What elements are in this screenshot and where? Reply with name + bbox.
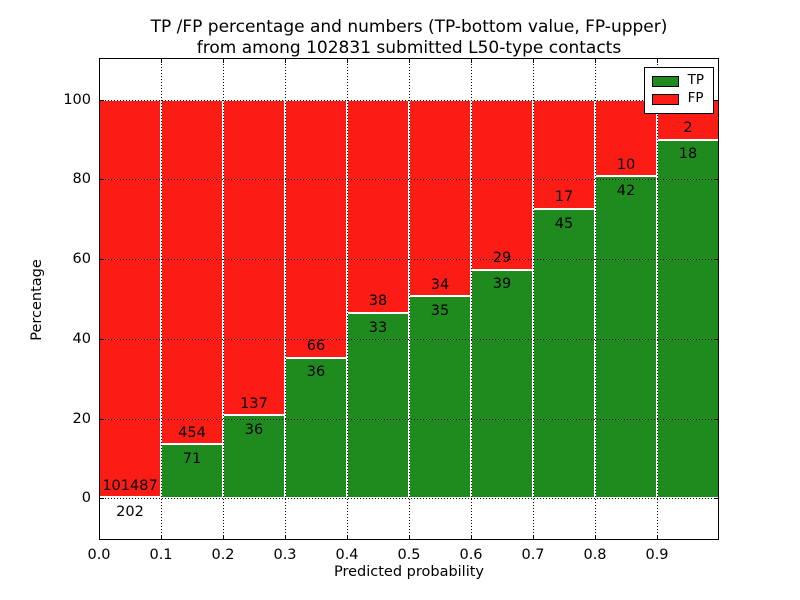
y-tick-mark — [714, 99, 719, 101]
x-tick-mark — [223, 58, 224, 63]
x-tick-label: 0.4 — [335, 547, 359, 563]
y-tick-label: 100 — [63, 91, 91, 108]
grid-line-vertical — [656, 58, 658, 540]
chart-title-line1: TP /FP percentage and numbers (TP-bottom… — [150, 17, 668, 37]
bar-segment-tp — [409, 296, 471, 499]
x-tick-mark — [99, 535, 100, 540]
x-tick-mark — [99, 58, 100, 63]
y-tick-mark — [99, 99, 104, 101]
bar-segment-tp — [595, 176, 657, 499]
grid-line-vertical — [222, 58, 224, 540]
bar-segment-fp — [285, 99, 347, 358]
bar-segment-tp — [223, 415, 285, 499]
grid-line-vertical — [532, 58, 534, 540]
x-tick-label: 0.2 — [211, 547, 235, 563]
x-tick-mark — [409, 58, 410, 63]
x-tick-mark — [409, 535, 410, 540]
bar-segment-tp — [657, 139, 719, 499]
x-tick-mark — [285, 535, 286, 540]
x-tick-mark — [347, 535, 348, 540]
x-tick-label: 0.5 — [397, 547, 421, 563]
bar-segment-tp — [347, 313, 409, 499]
legend-label-tp: TP — [687, 72, 704, 89]
x-tick-label: 0.7 — [521, 547, 545, 563]
bar-segment-fp — [409, 99, 471, 297]
x-tick-mark — [657, 58, 658, 63]
y-tick-mark — [99, 338, 104, 340]
x-tick-mark — [471, 58, 472, 63]
grid-line-vertical — [160, 58, 162, 540]
x-tick-label: 0.6 — [459, 547, 483, 563]
grid-line-vertical — [346, 58, 348, 540]
chart-title-line2: from among 102831 submitted L50-type con… — [196, 38, 622, 58]
y-tick-label: 40 — [72, 330, 91, 347]
legend: TP FP — [643, 67, 714, 114]
grid-line-vertical — [594, 58, 596, 540]
x-tick-mark — [471, 535, 472, 540]
x-tick-mark — [285, 58, 286, 63]
y-tick-label: 20 — [72, 410, 91, 427]
y-tick-mark — [99, 498, 104, 500]
y-tick-mark — [714, 338, 719, 340]
bar-segment-fp — [161, 99, 223, 445]
x-tick-mark — [161, 535, 162, 540]
bar-segment-tp — [533, 209, 595, 499]
y-tick-labels: 0 20 40 60 80 100 — [0, 58, 91, 540]
legend-entry-fp: FP — [651, 90, 704, 108]
y-tick-mark — [99, 259, 104, 261]
bar-segment-tp — [161, 444, 223, 499]
legend-entry-tp: TP — [651, 72, 704, 90]
x-tick-label: 0.3 — [273, 547, 297, 563]
legend-swatch-fp — [651, 93, 679, 105]
grid-layer — [99, 58, 719, 540]
y-tick-mark — [714, 498, 719, 500]
y-tick-mark — [714, 179, 719, 181]
x-tick-mark — [657, 535, 658, 540]
legend-label-fp: FP — [687, 90, 704, 107]
bars-layer — [99, 58, 719, 540]
y-tick-mark — [714, 418, 719, 420]
x-tick-mark — [223, 535, 224, 540]
grid-line-vertical — [470, 58, 472, 540]
x-tick-mark — [595, 535, 596, 540]
bar-segment-fp — [223, 99, 285, 416]
chart-title: TP /FP percentage and numbers (TP-bottom… — [99, 17, 719, 59]
grid-line-vertical — [284, 58, 286, 540]
bar-segment-fp — [347, 99, 409, 313]
x-tick-labels: 0.0 0.1 0.2 0.3 0.4 0.5 0.6 0.7 0.8 0.9 — [87, 545, 719, 565]
y-tick-label: 60 — [72, 250, 91, 267]
bar-segment-fp — [533, 99, 595, 210]
y-tick-label: 0 — [81, 489, 91, 506]
y-tick-mark — [99, 418, 104, 420]
y-tick-label: 80 — [72, 171, 91, 188]
legend-swatch-tp — [651, 75, 679, 87]
x-tick-label: 0.1 — [149, 547, 173, 563]
x-tick-mark — [161, 58, 162, 63]
bar-segment-fp — [471, 99, 533, 270]
bar-segment-fp — [99, 99, 161, 498]
bar-segment-tp — [285, 357, 347, 499]
y-tick-mark — [99, 179, 104, 181]
x-tick-mark — [533, 58, 534, 63]
x-tick-mark — [347, 58, 348, 63]
grid-line-vertical — [408, 58, 410, 540]
x-tick-label: 0.0 — [87, 547, 111, 563]
x-tick-label: 0.9 — [645, 547, 669, 563]
plot-area: 101487 202 454 71 137 36 66 36 38 33 34 35 29 39 17 45 1… — [99, 58, 719, 540]
y-tick-mark — [714, 259, 719, 261]
bar-segment-tp — [471, 269, 533, 499]
x-axis-title: Predicted probability — [333, 564, 485, 580]
x-tick-label: 0.8 — [583, 547, 607, 563]
x-tick-mark — [533, 535, 534, 540]
x-tick-mark — [595, 58, 596, 63]
